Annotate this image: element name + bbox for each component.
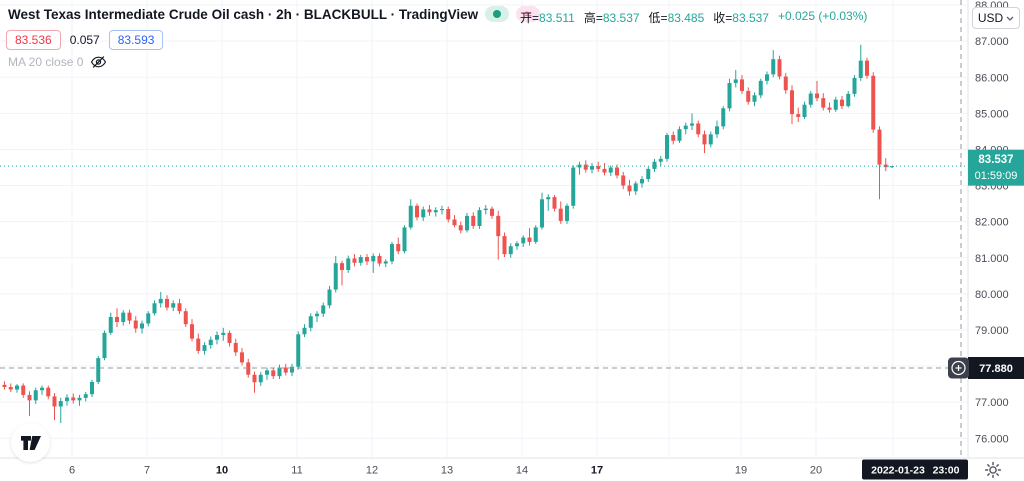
spread-value: 0.057 [69,33,100,47]
chart-settings-gear-icon[interactable] [984,461,1002,479]
svg-text:19: 19 [735,465,747,477]
svg-text:80.000: 80.000 [975,289,1009,301]
bid-price-button[interactable]: 83.536 [6,30,61,50]
high-label: 高= [583,11,603,25]
svg-text:79.000: 79.000 [975,325,1009,337]
chevron-down-icon [1006,16,1014,21]
svg-text:2022-01-23: 2022-01-23 [871,465,925,477]
ohlc-legend: 开=83.511 高=83.537 低=83.485 收=83.537 +0.0… [520,9,867,26]
crosshair [0,0,962,458]
indicator-legend[interactable]: MA 20 close 0 [8,55,84,69]
svg-text:77.000: 77.000 [975,397,1009,409]
svg-text:86.000: 86.000 [975,72,1009,84]
svg-text:85.000: 85.000 [975,108,1009,120]
svg-text:6: 6 [69,465,75,477]
symbol-title[interactable]: West Texas Intermediate Crude Oil cash ·… [8,6,479,22]
current-price-badge: 83.537 01:59:09 [968,149,1024,186]
svg-text:14: 14 [516,465,528,477]
close-value: 83.537 [732,11,769,25]
svg-text:20: 20 [810,465,822,477]
market-status-icon[interactable] [485,6,510,22]
svg-text:82.000: 82.000 [975,217,1009,229]
candlestick-series [2,44,894,424]
delayed-data-icon[interactable]: ≈ [516,6,541,22]
low-value: 83.485 [667,11,705,25]
svg-text:81.000: 81.000 [975,253,1009,265]
currency-label: USD [977,11,1004,25]
svg-text:23:00: 23:00 [933,465,960,477]
svg-text:01:59:09: 01:59:09 [975,170,1018,182]
svg-text:76.000: 76.000 [975,433,1009,445]
grid [0,0,968,458]
market-open-dot-icon [493,10,502,18]
crosshair-price-badge: 77.880 [968,357,1024,379]
svg-text:7: 7 [144,465,150,477]
svg-text:10: 10 [216,465,228,477]
svg-text:11: 11 [291,465,302,477]
close-label: 收= [713,11,733,25]
change-value: +0.025 (+0.03%) [777,9,868,23]
add-alert-plus-button[interactable] [948,357,969,379]
svg-text:77.880: 77.880 [979,363,1013,375]
svg-text:87.000: 87.000 [975,36,1009,48]
hidden-eye-icon[interactable] [90,55,107,69]
open-value: 83.511 [539,11,575,25]
crosshair-date-badge: 2022-01-23 23:00 [862,459,968,480]
svg-text:12: 12 [366,465,378,477]
currency-select-button[interactable]: USD [972,7,1020,29]
ask-price-button[interactable]: 83.593 [108,30,164,50]
svg-text:13: 13 [441,465,453,477]
svg-text:17: 17 [591,465,603,477]
time-axis[interactable]: 6 7 10 11 12 13 14 17 19 20 [69,465,822,477]
tradingview-logo-icon [20,435,41,450]
low-label: 低= [648,11,668,25]
open-label: 开= [520,11,540,25]
tradingview-logo[interactable] [11,423,50,462]
svg-text:83.537: 83.537 [978,154,1013,166]
high-value: 83.537 [602,11,640,25]
